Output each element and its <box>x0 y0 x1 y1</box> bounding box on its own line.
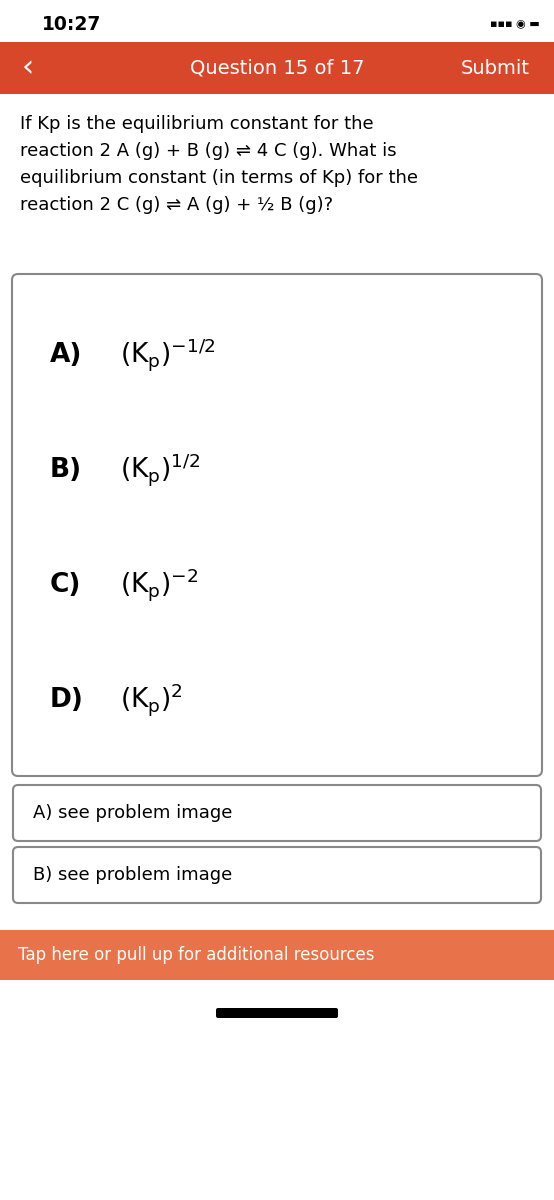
Text: reaction 2 C (g) ⇌ A (g) + ½ B (g)?: reaction 2 C (g) ⇌ A (g) + ½ B (g)? <box>20 196 333 214</box>
Text: 10:27: 10:27 <box>42 14 101 34</box>
Bar <box>0 930 554 980</box>
Text: D): D) <box>50 686 84 713</box>
FancyBboxPatch shape <box>12 274 542 776</box>
Bar <box>0 42 554 94</box>
FancyBboxPatch shape <box>13 785 541 841</box>
Text: $(\mathrm{K_p})^{2}$: $(\mathrm{K_p})^{2}$ <box>120 682 183 719</box>
Text: If Kp is the equilibrium constant for the: If Kp is the equilibrium constant for th… <box>20 115 373 133</box>
FancyBboxPatch shape <box>13 847 541 902</box>
Text: B): B) <box>50 457 82 482</box>
Text: $(\mathrm{K_p})^{-2}$: $(\mathrm{K_p})^{-2}$ <box>120 566 198 604</box>
Text: $(\mathrm{K_p})^{-1/2}$: $(\mathrm{K_p})^{-1/2}$ <box>120 336 216 373</box>
Text: ‹: ‹ <box>22 54 34 83</box>
Text: B) see problem image: B) see problem image <box>33 866 232 884</box>
Text: Submit: Submit <box>461 59 530 78</box>
Text: ▪▪▪ ◉ ▬: ▪▪▪ ◉ ▬ <box>490 19 540 29</box>
Text: C): C) <box>50 572 81 598</box>
Text: equilibrium constant (in terms of Kp) for the: equilibrium constant (in terms of Kp) fo… <box>20 169 418 187</box>
Text: Question 15 of 17: Question 15 of 17 <box>190 59 364 78</box>
Text: A): A) <box>50 342 83 368</box>
FancyBboxPatch shape <box>216 1008 338 1018</box>
Text: reaction 2 A (g) + B (g) ⇌ 4 C (g). What is: reaction 2 A (g) + B (g) ⇌ 4 C (g). What… <box>20 142 397 160</box>
Text: $(\mathrm{K_p})^{1/2}$: $(\mathrm{K_p})^{1/2}$ <box>120 451 200 488</box>
Text: A) see problem image: A) see problem image <box>33 804 232 822</box>
Text: Tap here or pull up for additional resources: Tap here or pull up for additional resou… <box>18 946 375 964</box>
